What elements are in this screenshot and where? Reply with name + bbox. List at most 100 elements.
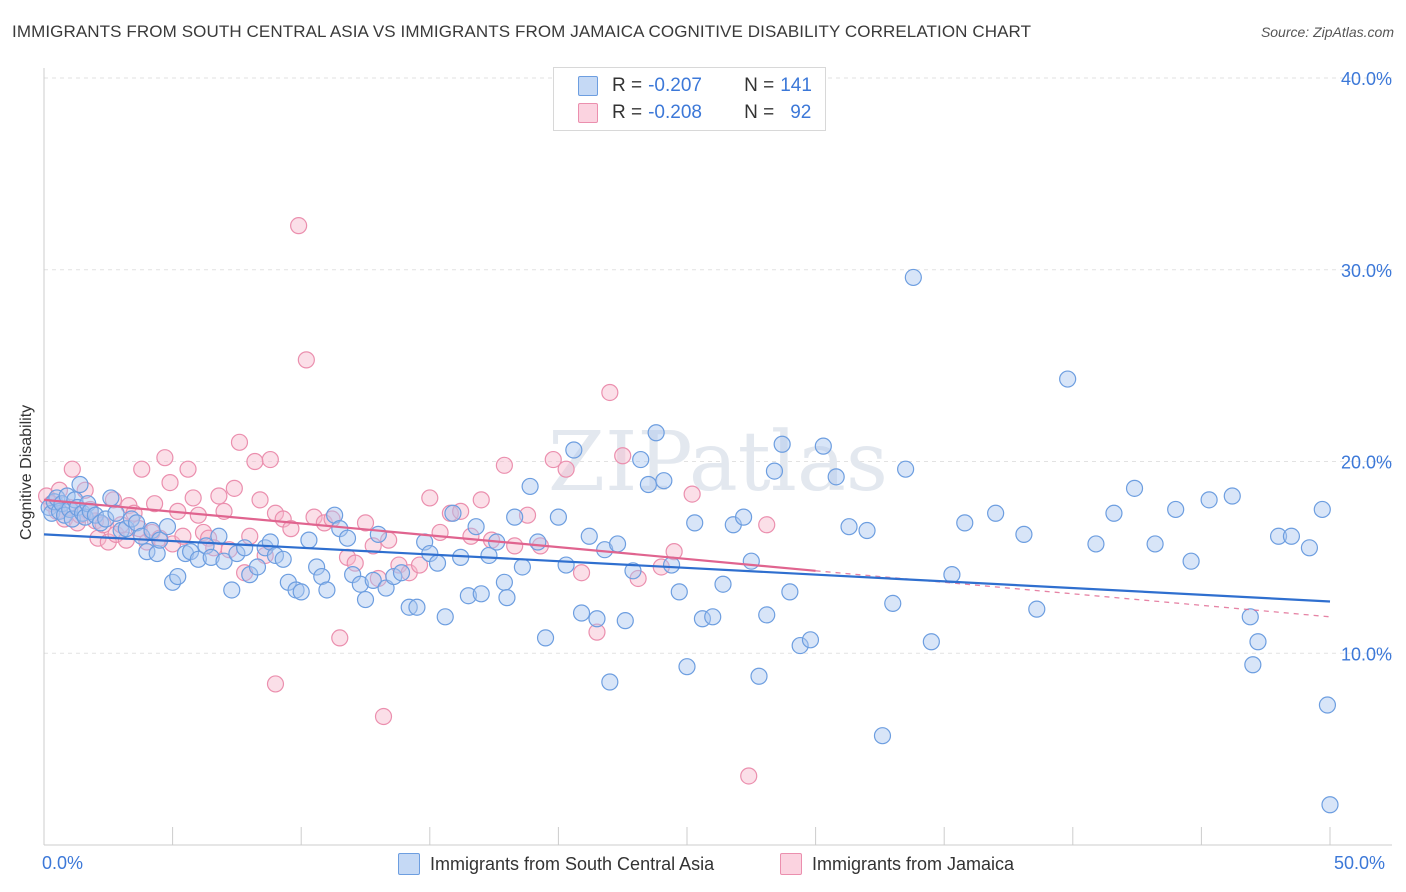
data-point	[356, 514, 375, 532]
data-point	[431, 523, 449, 542]
data-point	[421, 489, 439, 507]
data-point	[261, 450, 279, 469]
data-point	[521, 477, 539, 496]
data-point	[408, 598, 426, 616]
data-point	[758, 606, 776, 624]
data-point	[1300, 539, 1319, 557]
x-tick-label-min: 0.0%	[42, 853, 84, 873]
data-point	[529, 533, 547, 551]
data-point	[647, 424, 665, 442]
data-point	[549, 508, 568, 526]
data-point	[225, 479, 243, 497]
series-jamaica-points	[37, 217, 776, 785]
data-point	[670, 583, 688, 601]
data-point	[428, 554, 447, 572]
data-point	[536, 629, 555, 647]
data-point	[1269, 527, 1288, 545]
data-point	[557, 460, 575, 478]
legend-swatch-pink	[780, 853, 802, 875]
correlation-legend: R = -0.207 N = 141 R = -0.208 N = 92	[553, 67, 826, 131]
data-point	[632, 450, 650, 469]
data-point	[374, 707, 393, 726]
data-point	[1241, 608, 1259, 626]
data-point	[230, 433, 249, 451]
data-point	[210, 487, 228, 505]
data-point	[251, 491, 269, 509]
data-point	[513, 558, 531, 576]
data-point	[104, 491, 123, 509]
data-point	[683, 485, 701, 503]
legend-n-value: 141	[780, 75, 812, 96]
legend-n-label: N =	[744, 102, 775, 123]
chart-title: IMMIGRANTS FROM SOUTH CENTRAL ASIA VS IM…	[12, 22, 1032, 41]
data-point	[655, 472, 673, 490]
data-point	[274, 550, 292, 568]
legend-row-south-central-asia: R = -0.207 N = 141	[578, 73, 812, 99]
data-point	[624, 562, 642, 580]
data-point	[58, 487, 76, 505]
legend-item-jamaica[interactable]: Immigrants from Jamaica	[780, 851, 1014, 877]
data-point	[565, 441, 583, 459]
data-point	[1282, 527, 1301, 545]
y-tick-label: 10.0%	[1341, 644, 1392, 664]
trend-line-jamaica-extension	[815, 570, 1331, 618]
data-point	[1087, 535, 1105, 553]
data-point	[1167, 500, 1185, 519]
data-point	[557, 556, 575, 574]
data-point	[467, 518, 485, 536]
data-point	[506, 537, 524, 555]
data-point	[351, 575, 369, 593]
data-point	[472, 491, 490, 509]
data-point	[459, 587, 477, 605]
data-point	[704, 608, 722, 626]
trend-line-jamaica	[43, 498, 816, 572]
data-point	[1200, 491, 1218, 509]
data-point	[318, 581, 336, 599]
data-point	[588, 623, 606, 641]
data-point	[148, 544, 166, 563]
data-point	[827, 468, 845, 486]
data-point	[686, 514, 704, 532]
data-point	[1182, 552, 1200, 570]
data-point	[210, 527, 228, 545]
trend-lines	[43, 498, 1331, 618]
data-point	[1146, 535, 1164, 553]
data-point	[174, 527, 192, 545]
data-point	[297, 351, 315, 369]
data-point	[364, 571, 382, 589]
data-point	[236, 539, 254, 557]
data-point	[184, 489, 202, 507]
data-point	[189, 550, 207, 568]
data-point	[1015, 525, 1033, 543]
legend-swatch-pink	[578, 103, 598, 123]
y-tick-label: 20.0%	[1341, 453, 1392, 473]
data-point	[179, 460, 197, 478]
data-point	[506, 508, 524, 526]
data-point	[266, 675, 285, 693]
data-point	[801, 631, 820, 649]
data-point	[107, 504, 125, 522]
trend-line-south-central-asia	[43, 533, 1331, 603]
legend-item-south-central-asia[interactable]: Immigrants from South Central Asia	[398, 851, 714, 877]
data-point	[102, 489, 120, 507]
data-point	[480, 546, 498, 565]
data-point	[97, 510, 115, 528]
watermark: ZIPatlas	[548, 415, 888, 510]
legend-swatch-blue	[578, 76, 598, 96]
data-point	[1105, 504, 1123, 522]
data-point	[158, 518, 177, 536]
data-point	[369, 525, 387, 543]
data-point	[1313, 500, 1331, 519]
legend-n-label: N =	[744, 75, 775, 96]
data-point	[292, 583, 310, 601]
legend-r-label: R =	[612, 75, 643, 96]
data-point	[223, 581, 241, 599]
data-point	[858, 521, 876, 540]
data-point	[922, 633, 940, 651]
data-point	[1223, 487, 1241, 505]
data-point	[392, 564, 411, 582]
legend-r-label: R =	[612, 102, 643, 123]
y-axis-label: Cognitive Disability	[18, 404, 35, 540]
grid-lines	[44, 77, 1392, 654]
